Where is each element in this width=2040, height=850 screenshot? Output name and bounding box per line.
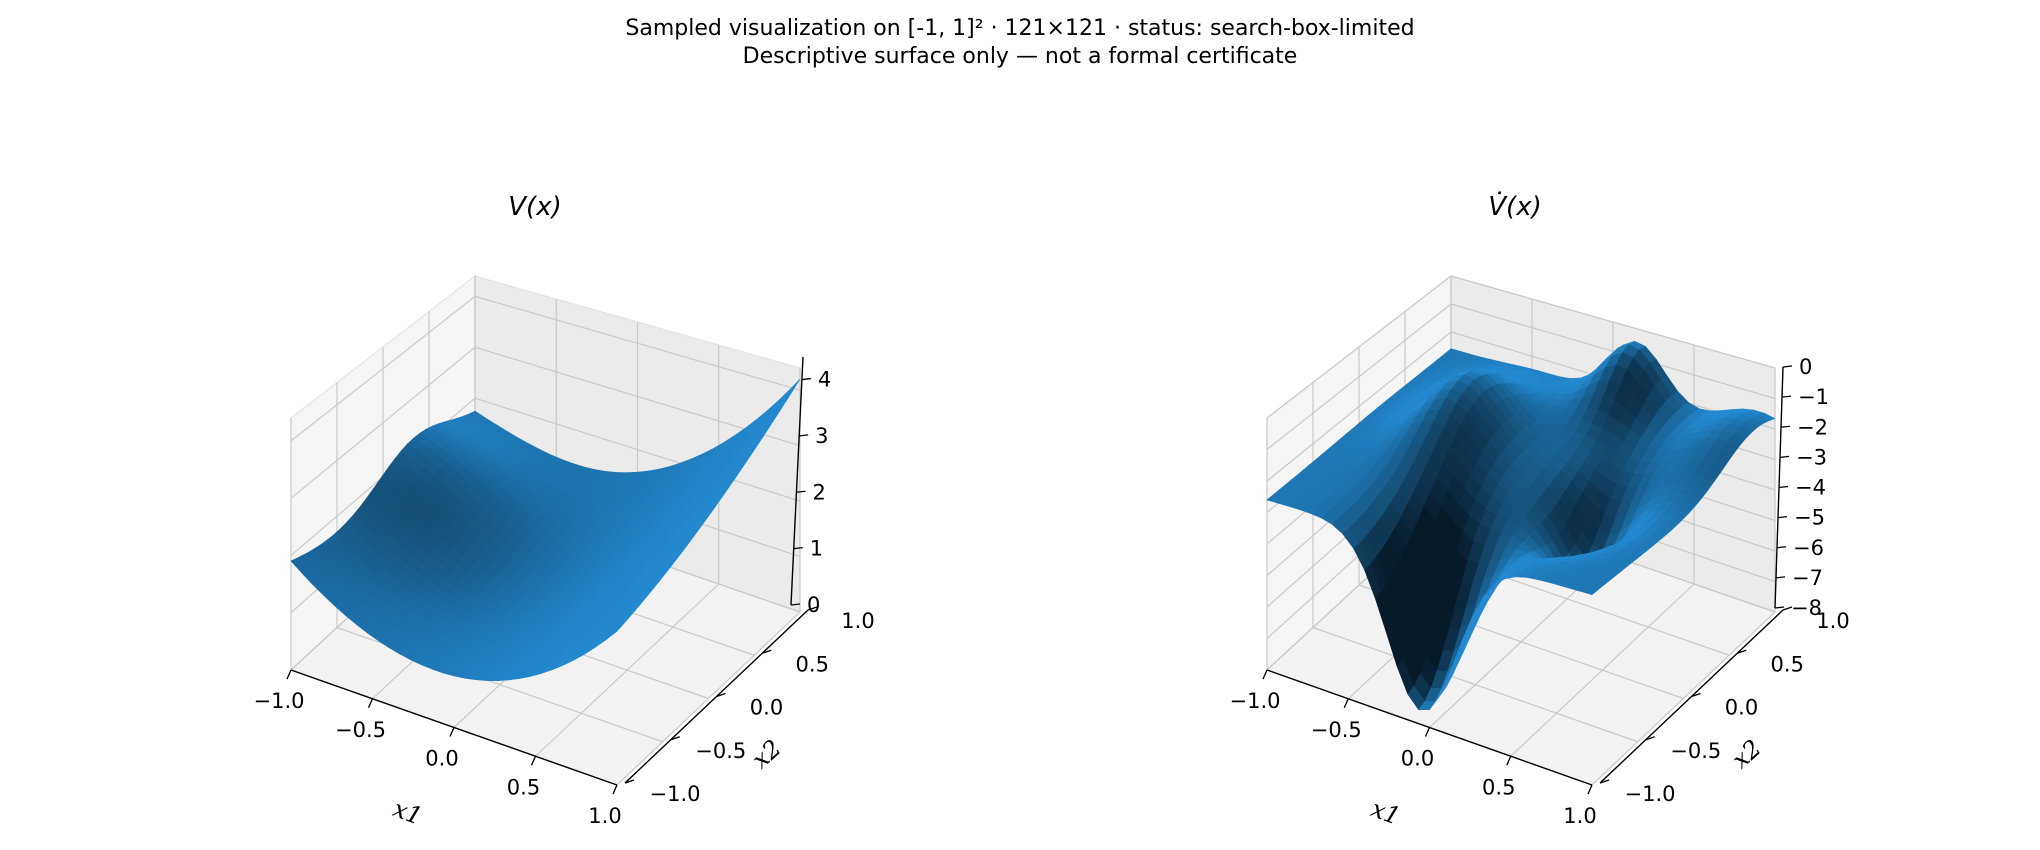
z-tick: [1775, 576, 1786, 579]
x1-tick-label: 1.0: [1563, 804, 1596, 828]
z-tick: [790, 603, 801, 606]
x1-tick-label: −0.5: [1311, 718, 1362, 742]
x1-tick: [1343, 698, 1349, 709]
grid-line: [1266, 331, 1452, 482]
z-tick-label: −3: [1796, 445, 1827, 469]
x2-tick: [762, 649, 772, 654]
x2-tick-label: −1.0: [1625, 782, 1676, 806]
z-tick: [1779, 455, 1790, 459]
z-tick: [1778, 485, 1789, 489]
z-tick-label: −4: [1795, 476, 1826, 500]
x2-tick-label: −0.5: [1670, 739, 1721, 763]
x1-tick-label: 1.0: [588, 804, 621, 828]
grid-line: [1266, 275, 1452, 419]
x1-tick-label: −1.0: [254, 689, 305, 713]
z-tick-label: 0: [1799, 355, 1812, 379]
x1-axis-label: x1: [389, 794, 426, 830]
z-tick-label: −2: [1797, 415, 1828, 439]
x1-tick-label: 0.5: [1482, 775, 1515, 799]
z-tick-label: −1: [1798, 385, 1829, 409]
x1-tick-label: 0.0: [425, 747, 458, 771]
z-tick-label: 2: [812, 480, 825, 504]
x2-tick-label: −1.0: [650, 782, 701, 806]
z-tick-label: −8: [1791, 596, 1822, 620]
z-tick: [801, 377, 811, 381]
surface-facet: [605, 624, 624, 640]
x2-tick: [1782, 606, 1793, 611]
z-tick: [1781, 395, 1792, 398]
x1-tick: [612, 784, 618, 795]
x2-tick-label: 1.0: [841, 609, 874, 633]
surface: [1266, 340, 1776, 711]
z-axis-line: [790, 356, 804, 606]
x1-tick-label: −0.5: [335, 718, 386, 742]
x2-tick: [670, 736, 680, 741]
z-tick: [1776, 546, 1787, 549]
grid-line: [1312, 626, 1638, 743]
figure-suptitle-line1: Sampled visualization on [-1, 1]² · 121×…: [625, 16, 1414, 41]
x1-tick: [530, 755, 537, 766]
grid-line: [1450, 303, 1776, 400]
grid-line: [1450, 275, 1776, 369]
z-tick: [1777, 515, 1788, 519]
x1-tick-label: −1.0: [1230, 689, 1281, 713]
x1-tick: [1424, 727, 1431, 737]
x2-tick: [1737, 649, 1747, 654]
x2-tick-label: 0.0: [1725, 696, 1758, 720]
grid-line: [290, 346, 476, 499]
z-tick-label: 3: [815, 424, 828, 448]
x2-tick-label: 0.0: [750, 696, 783, 720]
grid-line: [290, 295, 476, 442]
grid-line: [474, 295, 801, 391]
z-tick: [1774, 606, 1785, 609]
z-tick-label: −7: [1792, 566, 1823, 590]
x1-tick: [449, 727, 455, 737]
x1-tick: [1587, 784, 1593, 795]
z-tick-label: −5: [1794, 506, 1825, 530]
grid-line: [474, 397, 801, 502]
grid-line: [1266, 303, 1452, 450]
plot-v-surface: V(x)−1.0−0.50.00.51.0−1.0−0.50.00.51.001…: [254, 192, 875, 831]
surface: [290, 378, 801, 682]
x1-tick: [1506, 755, 1512, 766]
x1-tick-label: 0.5: [507, 775, 540, 799]
x1-tick: [286, 669, 292, 680]
x2-tick: [1691, 692, 1701, 698]
figure-suptitle-line2: Descriptive surface only — not a formal …: [743, 44, 1298, 69]
z-tick: [796, 490, 806, 493]
x1-tick: [367, 698, 374, 709]
surface-facet: [1580, 586, 1599, 596]
z-tick-label: 0: [807, 593, 820, 617]
x1-axis-label: x1: [1367, 794, 1404, 830]
z-tick-label: 4: [818, 368, 831, 392]
z-tick: [1782, 365, 1793, 368]
plot-title: V(x): [508, 192, 561, 222]
z-tick: [793, 546, 803, 550]
x2-tick: [1599, 779, 1610, 784]
x2-tick: [1645, 736, 1655, 741]
x2-tick: [624, 779, 635, 784]
x2-tick: [807, 606, 818, 611]
x1-tick: [1262, 669, 1268, 680]
z-tick: [799, 434, 809, 437]
x2-tick-label: 1.0: [1816, 609, 1849, 633]
plot-vdot-surface: V̇(x)−1.0−0.50.00.51.0−1.0−0.50.00.51.00…: [1230, 190, 1850, 830]
z-tick-label: −6: [1793, 536, 1824, 560]
z-tick: [1780, 425, 1791, 428]
plot-title: V̇(x): [1488, 190, 1541, 222]
z-tick-label: 1: [810, 537, 823, 561]
x2-axis-label: x2: [1727, 734, 1767, 774]
x2-axis-label: x2: [747, 734, 787, 774]
x2-tick: [716, 692, 726, 698]
x2-tick-label: 0.5: [1771, 652, 1804, 676]
x1-tick-label: 0.0: [1401, 747, 1434, 771]
x2-tick-label: 0.5: [796, 652, 829, 676]
x2-tick-label: −0.5: [695, 739, 746, 763]
